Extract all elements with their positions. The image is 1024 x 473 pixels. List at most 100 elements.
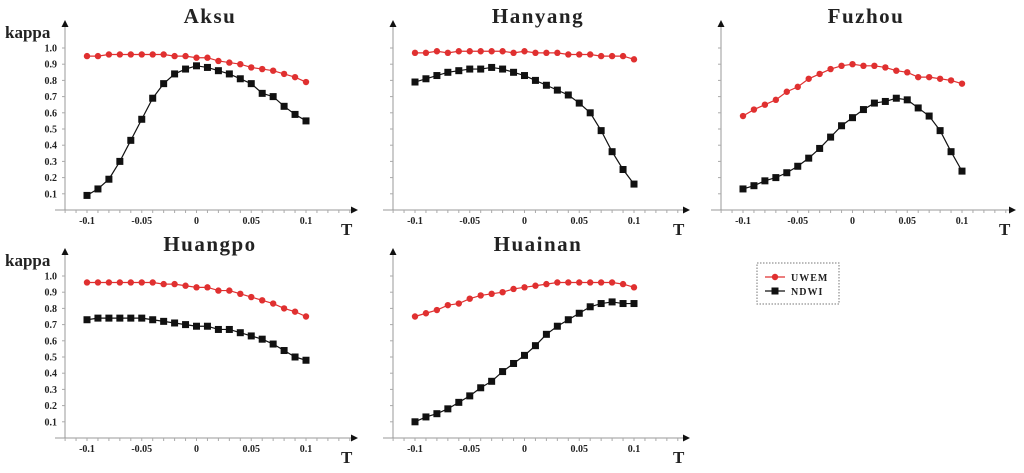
legend-box	[756, 262, 840, 305]
data-point-uwem	[411, 313, 419, 320]
data-point-uwem	[455, 300, 462, 307]
data-point-ndwi	[214, 325, 222, 333]
series-line-ndwi	[414, 66, 635, 185]
data-point-uwem	[193, 284, 200, 291]
data-point-ndwi	[83, 316, 91, 324]
data-point-ndwi	[203, 63, 211, 71]
series-ndwi	[739, 94, 966, 193]
y-axis-arrow-icon	[61, 20, 69, 27]
x-tick-label: 0.1	[300, 444, 313, 455]
panel-hanyang: -0.1 -0.05 0 0.05 0.1 Hanyang T	[383, 4, 690, 239]
data-point-ndwi	[827, 133, 835, 141]
x-tick-label: -0.1	[79, 444, 95, 455]
data-point-uwem	[554, 49, 561, 57]
data-point-uwem	[116, 51, 124, 58]
data-point-ndwi	[914, 104, 922, 112]
data-point-uwem	[761, 101, 769, 108]
data-point-uwem	[925, 73, 933, 81]
x-tick-label: 0.1	[628, 216, 641, 227]
x-tick-label: 0.05	[243, 444, 261, 455]
data-point-uwem	[193, 54, 200, 61]
x-tick-label: 0	[522, 444, 527, 455]
data-point-uwem	[226, 59, 233, 66]
panel-title: Huainan	[494, 232, 583, 256]
data-point-ndwi	[859, 106, 867, 114]
data-point-ndwi	[269, 93, 277, 101]
data-point-uwem	[466, 295, 473, 302]
data-point-uwem	[182, 282, 189, 289]
data-point-ndwi	[214, 67, 222, 75]
data-point-uwem	[543, 280, 550, 288]
data-point-ndwi	[794, 162, 802, 170]
y-tick-label: 0.9	[45, 60, 58, 71]
data-point-ndwi	[138, 115, 146, 123]
data-point-uwem	[499, 289, 506, 296]
data-point-ndwi	[258, 89, 266, 97]
data-point-uwem	[204, 284, 211, 291]
data-point-uwem	[204, 54, 211, 61]
data-point-uwem	[237, 290, 244, 298]
data-point-ndwi	[116, 157, 124, 165]
legend-label-uwem: UWEM	[791, 273, 828, 284]
data-point-uwem	[477, 292, 484, 299]
data-point-uwem	[532, 282, 539, 289]
x-tick-label: 0.05	[899, 216, 917, 227]
data-point-ndwi	[411, 418, 419, 426]
data-point-ndwi	[149, 316, 157, 324]
data-point-uwem	[882, 64, 889, 71]
x-tick-label: 0.05	[571, 216, 589, 227]
data-point-ndwi	[127, 136, 135, 144]
data-point-ndwi	[258, 335, 266, 343]
data-point-uwem	[554, 279, 561, 286]
data-point-uwem	[619, 280, 627, 288]
x-axis-arrow-icon	[1009, 206, 1016, 214]
data-point-ndwi	[488, 377, 496, 385]
data-point-ndwi	[182, 321, 190, 329]
data-point-ndwi	[455, 398, 463, 406]
data-point-ndwi	[225, 325, 233, 333]
y-tick-label: 1.0	[45, 272, 58, 283]
data-point-ndwi	[816, 144, 824, 152]
data-point-uwem	[259, 65, 266, 73]
data-point-ndwi	[849, 114, 856, 122]
data-point-uwem	[269, 67, 277, 74]
data-point-uwem	[105, 51, 113, 58]
data-point-uwem	[422, 310, 430, 317]
data-point-ndwi	[477, 65, 485, 73]
x-tick-label: 0.1	[300, 216, 313, 227]
data-point-ndwi	[542, 81, 550, 89]
data-point-uwem	[958, 80, 966, 87]
x-tick-label: 0.1	[628, 444, 641, 455]
data-point-ndwi	[203, 322, 211, 330]
x-tick-label: 0	[522, 216, 527, 227]
data-point-uwem	[587, 279, 594, 286]
x-tick-label: 0	[194, 444, 199, 455]
data-point-uwem	[543, 49, 550, 57]
data-point-ndwi	[193, 62, 200, 70]
x-tick-label: -0.05	[131, 216, 152, 227]
data-point-ndwi	[597, 127, 605, 135]
data-point-ndwi	[936, 127, 944, 135]
data-point-uwem	[510, 285, 517, 293]
data-point-ndwi	[160, 80, 168, 88]
data-point-uwem	[433, 48, 441, 55]
data-point-ndwi	[225, 70, 233, 78]
x-tick-label: -0.05	[459, 444, 480, 455]
series-line-uwem	[742, 63, 963, 117]
data-point-ndwi	[236, 329, 244, 337]
data-point-uwem	[269, 300, 277, 307]
data-point-uwem	[838, 62, 845, 70]
data-point-ndwi	[302, 117, 310, 125]
data-point-uwem	[455, 48, 462, 55]
data-point-uwem	[215, 57, 222, 65]
x-tick-label: -0.1	[735, 216, 751, 227]
data-point-ndwi	[947, 148, 955, 156]
data-point-uwem	[302, 78, 310, 86]
data-point-ndwi	[422, 75, 430, 83]
y-tick-label: 0.9	[45, 288, 58, 299]
data-point-uwem	[619, 52, 627, 60]
data-point-ndwi	[182, 65, 190, 73]
data-point-ndwi	[94, 314, 102, 322]
data-point-uwem	[608, 279, 616, 286]
x-axis-arrow-icon	[683, 434, 690, 442]
